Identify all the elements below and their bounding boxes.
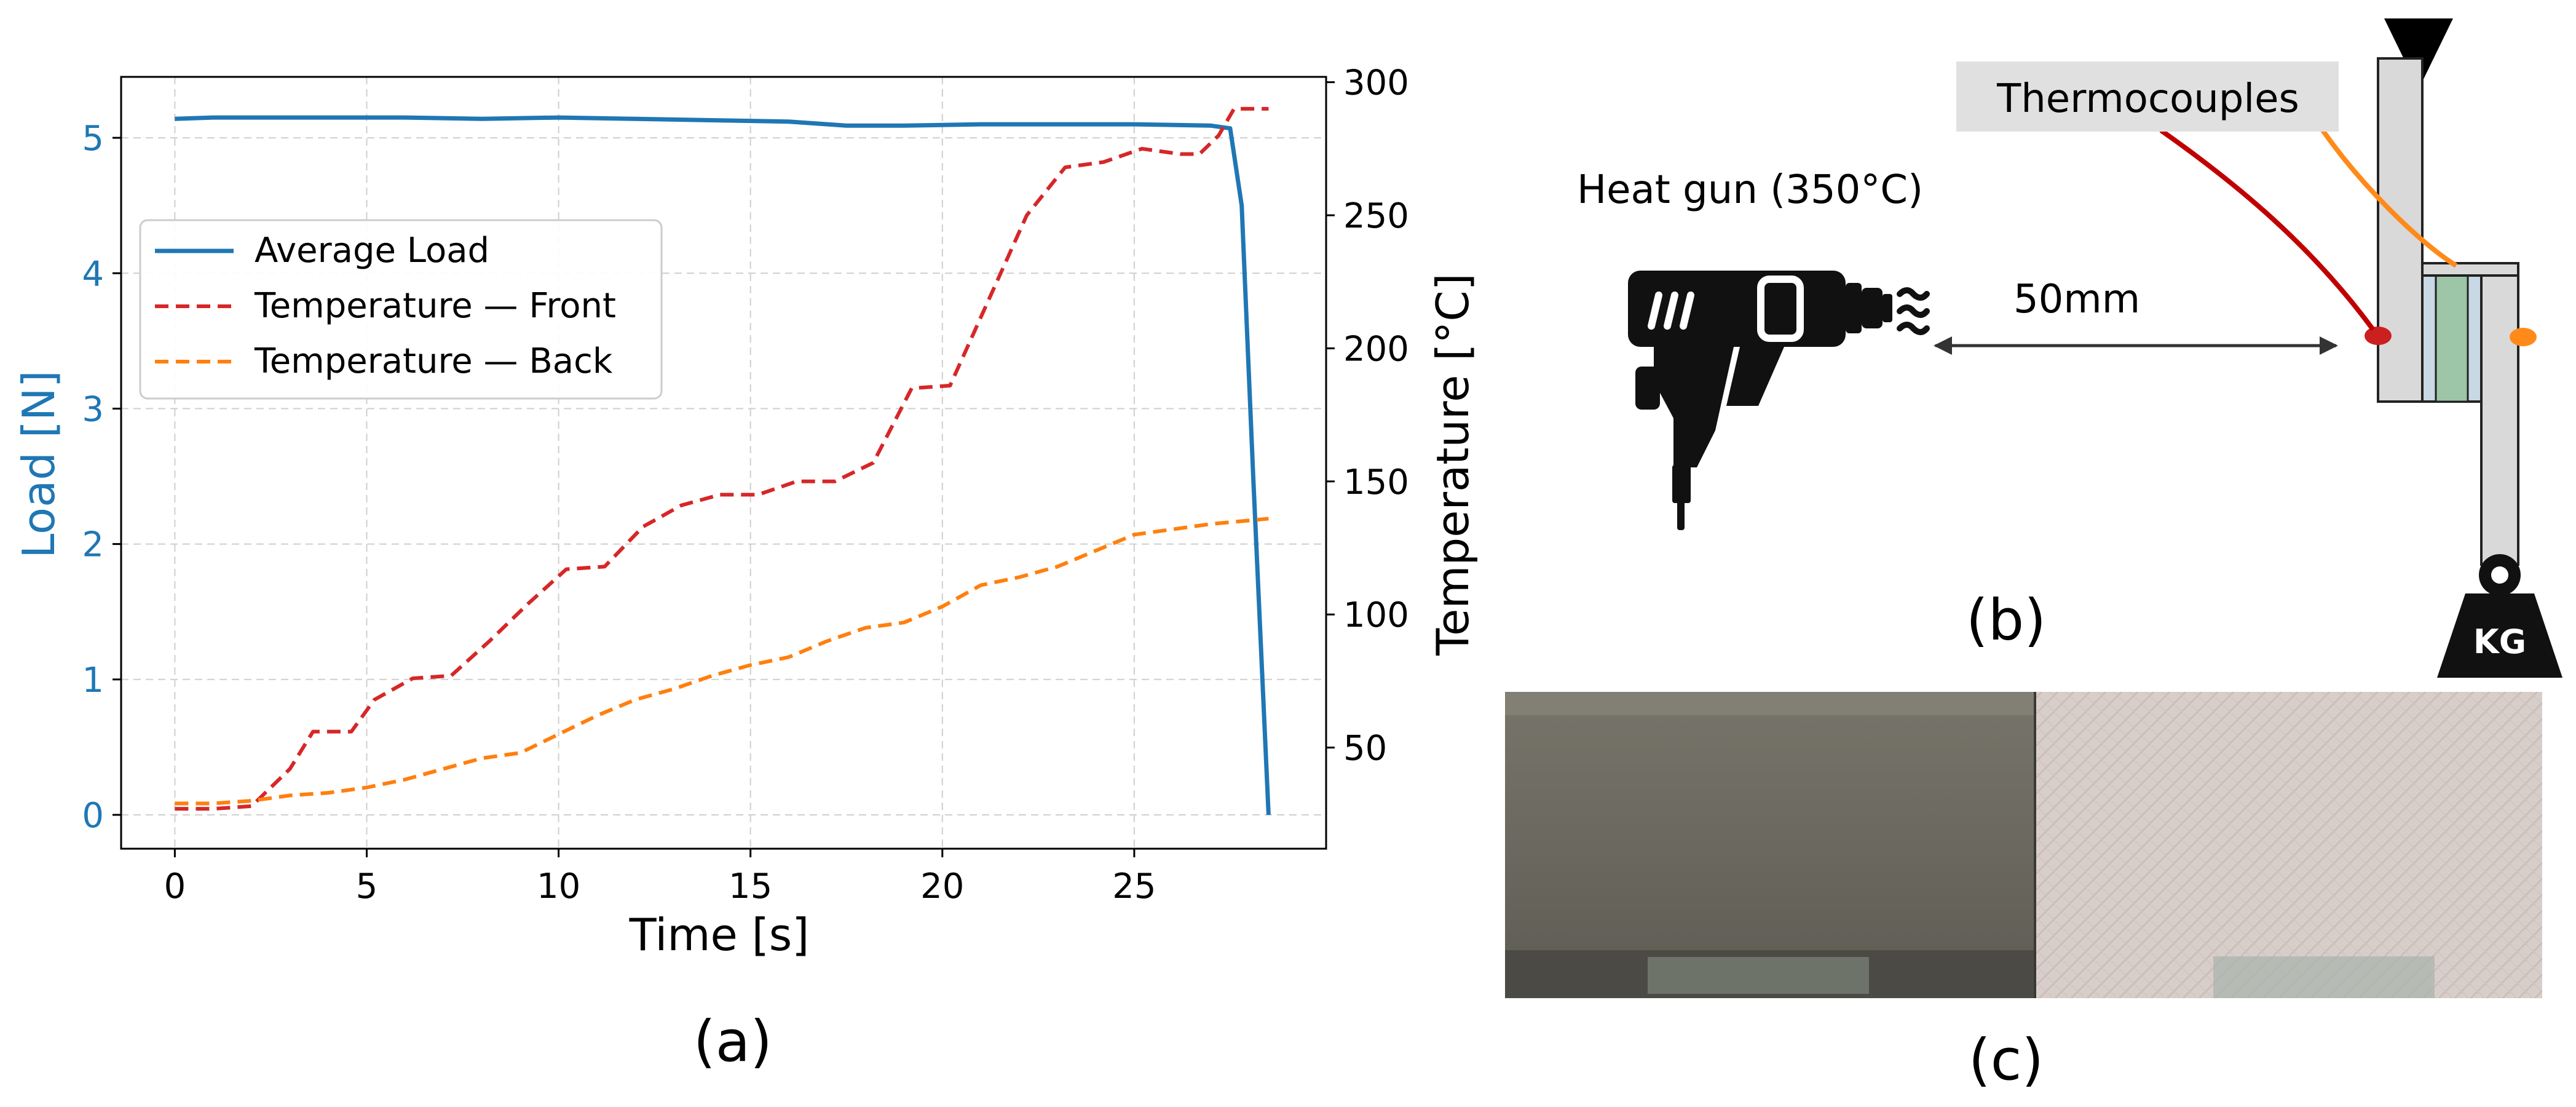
y2-tick-label: 50 (1343, 729, 1387, 769)
specimen-photo-light-residue (2213, 956, 2435, 998)
thermocouple-back-icon (2510, 328, 2537, 346)
upper-clamp-bar (2377, 57, 2424, 403)
lower-clamp-bar (2480, 262, 2519, 566)
y-tick-label: 5 (82, 119, 104, 159)
y2-tick-label: 150 (1343, 462, 1409, 502)
legend-label-temperature-back: Temperature — Back (254, 341, 613, 381)
specimen-photo-light-half (2035, 692, 2542, 998)
x-tick-label: 15 (729, 867, 772, 907)
y-tick-label: 0 (82, 796, 104, 836)
legend-label-temperature-front: Temperature — Front (254, 286, 616, 326)
legend-label-average-load: Average Load (255, 231, 489, 271)
load-direction-icon (2384, 18, 2453, 89)
y-tick-label: 3 (82, 389, 104, 429)
weight-icon: KG (2437, 554, 2562, 678)
panel-label-b: (b) (1966, 587, 2046, 653)
y-tick-label: 4 (82, 254, 104, 294)
y-axis-left-label: Load [N] (13, 370, 65, 558)
x-tick-label: 5 (356, 867, 378, 907)
x-tick-label: 20 (920, 867, 964, 907)
y-axis-right-label: Temperature [°C] (1427, 273, 1479, 656)
weight-label: KG (2473, 622, 2526, 661)
panel-label-a: (a) (693, 1009, 772, 1074)
y2-tick-label: 250 (1343, 196, 1409, 236)
heat-gun-label: Heat gun (350°C) (1577, 167, 1923, 213)
thermocouple-front-wire (2159, 128, 2376, 331)
chart-grid (121, 77, 1326, 849)
x-tick-label: 10 (537, 867, 580, 907)
plot-area-frame (120, 76, 1327, 850)
heat-gun-icon (1628, 271, 1930, 530)
series-line-average-load (175, 115, 1271, 815)
thermocouple-front-icon (2365, 327, 2392, 345)
y2-tick-label: 200 (1343, 329, 1409, 369)
x-axis-label: Time [s] (629, 909, 810, 961)
thermocouple-back-wire (2320, 129, 2458, 268)
thermocouples-label: Thermocouples (1996, 76, 2299, 122)
distance-label: 50mm (2013, 277, 2140, 322)
y2-tick-label: 100 (1343, 595, 1409, 635)
setup-diagram: Heat gun (350°C) 50mm (1577, 18, 2562, 678)
panel-label-c: (c) (1969, 1027, 2044, 1093)
legend-box (139, 219, 663, 400)
specimen-photo-dark-half (1505, 692, 2035, 998)
series-line-temperature-back (175, 517, 1269, 806)
specimen-photo-residue (1648, 957, 1869, 994)
specimen-fixture: KG (2159, 18, 2562, 678)
thermocouples-label-box (1956, 62, 2339, 132)
specimen-photo: (c) (1505, 692, 2542, 1093)
specimen-photo-top-band (1505, 692, 2035, 715)
y-tick-label: 1 (82, 661, 104, 700)
fixture-top-edge (2421, 262, 2519, 277)
adhesive-layer (2435, 262, 2469, 403)
y2-tick-label: 300 (1343, 63, 1409, 103)
chart-series (175, 106, 1271, 815)
x-tick-label: 25 (1112, 867, 1156, 907)
series-line-temperature-front (175, 106, 1269, 811)
y-tick-label: 2 (82, 525, 104, 565)
x-tick-label: 0 (164, 867, 186, 907)
chart-legend: Average Load Temperature — Front Tempera… (139, 219, 663, 400)
